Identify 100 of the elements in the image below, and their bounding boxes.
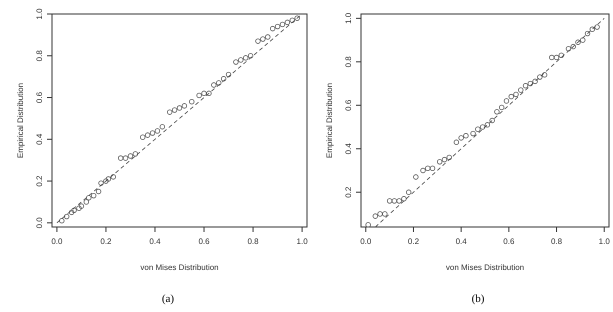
y-tick-label: 0.6 <box>344 99 353 111</box>
point <box>128 153 134 159</box>
point <box>226 72 232 78</box>
point <box>566 46 572 52</box>
point <box>172 107 178 113</box>
text: (b) <box>472 293 485 305</box>
point <box>522 83 528 88</box>
point <box>265 34 270 40</box>
point <box>118 155 124 161</box>
x-tick-label: 0.6 <box>503 237 515 246</box>
point <box>144 132 150 138</box>
point <box>532 78 538 84</box>
point <box>68 210 74 216</box>
point <box>590 26 596 32</box>
point <box>372 213 378 219</box>
point <box>76 206 82 211</box>
x-tick-label: 0.4 <box>456 237 468 246</box>
point <box>454 140 460 145</box>
point <box>446 154 452 160</box>
y-tick-label: 0.2 <box>344 186 353 198</box>
x-axis-title: von Mises Distribution <box>446 263 524 272</box>
y-tick-label: 0.8 <box>35 50 44 62</box>
point <box>475 126 481 132</box>
point <box>570 44 576 50</box>
point <box>106 176 112 182</box>
point <box>98 180 104 186</box>
point <box>274 24 280 30</box>
point <box>189 99 194 104</box>
point <box>430 166 436 172</box>
point <box>132 151 138 157</box>
x-tick-label: 0.2 <box>100 237 112 246</box>
point <box>260 36 266 42</box>
x-tick-label: 0.8 <box>550 237 563 246</box>
point <box>498 104 504 110</box>
point <box>280 22 286 28</box>
point <box>243 55 248 61</box>
point <box>386 198 392 204</box>
point <box>270 26 276 32</box>
x-tick-label: 0.6 <box>198 237 210 246</box>
point <box>480 124 486 130</box>
point <box>290 18 295 23</box>
point <box>166 109 172 115</box>
point <box>584 30 590 36</box>
y-tick-label: 0.0 <box>35 216 44 228</box>
point <box>110 174 116 180</box>
y-tick-label: 0.4 <box>344 142 353 154</box>
x-tick-label: 0.4 <box>149 237 162 246</box>
point <box>401 196 407 202</box>
point <box>238 57 244 63</box>
point <box>425 166 430 172</box>
point <box>365 222 371 228</box>
point <box>594 24 600 30</box>
point <box>537 74 543 80</box>
point <box>211 82 217 88</box>
y-tick-label: 1.0 <box>344 12 353 24</box>
point <box>84 199 90 205</box>
text: (a) <box>162 293 174 305</box>
y-tick-label: 0.4 <box>35 133 44 145</box>
point <box>549 54 554 60</box>
point <box>201 90 207 96</box>
point <box>294 15 300 21</box>
point <box>122 155 128 161</box>
point <box>182 103 188 109</box>
point <box>103 178 109 184</box>
point <box>71 208 77 213</box>
point <box>196 92 202 98</box>
point <box>64 214 70 220</box>
point <box>542 72 548 78</box>
point <box>140 134 146 140</box>
point <box>484 122 490 128</box>
point <box>580 37 586 43</box>
point <box>154 128 160 134</box>
point <box>504 98 510 104</box>
point <box>59 218 65 224</box>
point <box>406 190 412 195</box>
point <box>160 124 166 130</box>
point <box>554 54 560 60</box>
point <box>420 168 426 174</box>
point <box>463 133 469 138</box>
point <box>508 94 514 100</box>
point <box>458 135 464 141</box>
point <box>494 109 500 115</box>
x-tick-label: 0.2 <box>408 237 420 246</box>
point <box>220 76 226 82</box>
y-axis-title: Empirical Distribution <box>16 82 25 158</box>
x-tick-label: 0.0 <box>360 237 372 246</box>
point <box>78 203 84 209</box>
y-axis-title: Empirical Distribution <box>325 82 334 158</box>
point <box>489 118 495 124</box>
y-tick-label: 1.0 <box>35 8 44 20</box>
y-tick-label: 0.6 <box>35 91 44 104</box>
point <box>96 188 102 194</box>
point <box>90 192 96 198</box>
point <box>377 211 383 217</box>
x-tick-label: 1.0 <box>296 237 308 246</box>
point <box>413 174 419 180</box>
point <box>436 159 442 164</box>
point <box>558 52 564 58</box>
point <box>513 92 519 98</box>
x-tick-label: 1.0 <box>598 237 610 246</box>
